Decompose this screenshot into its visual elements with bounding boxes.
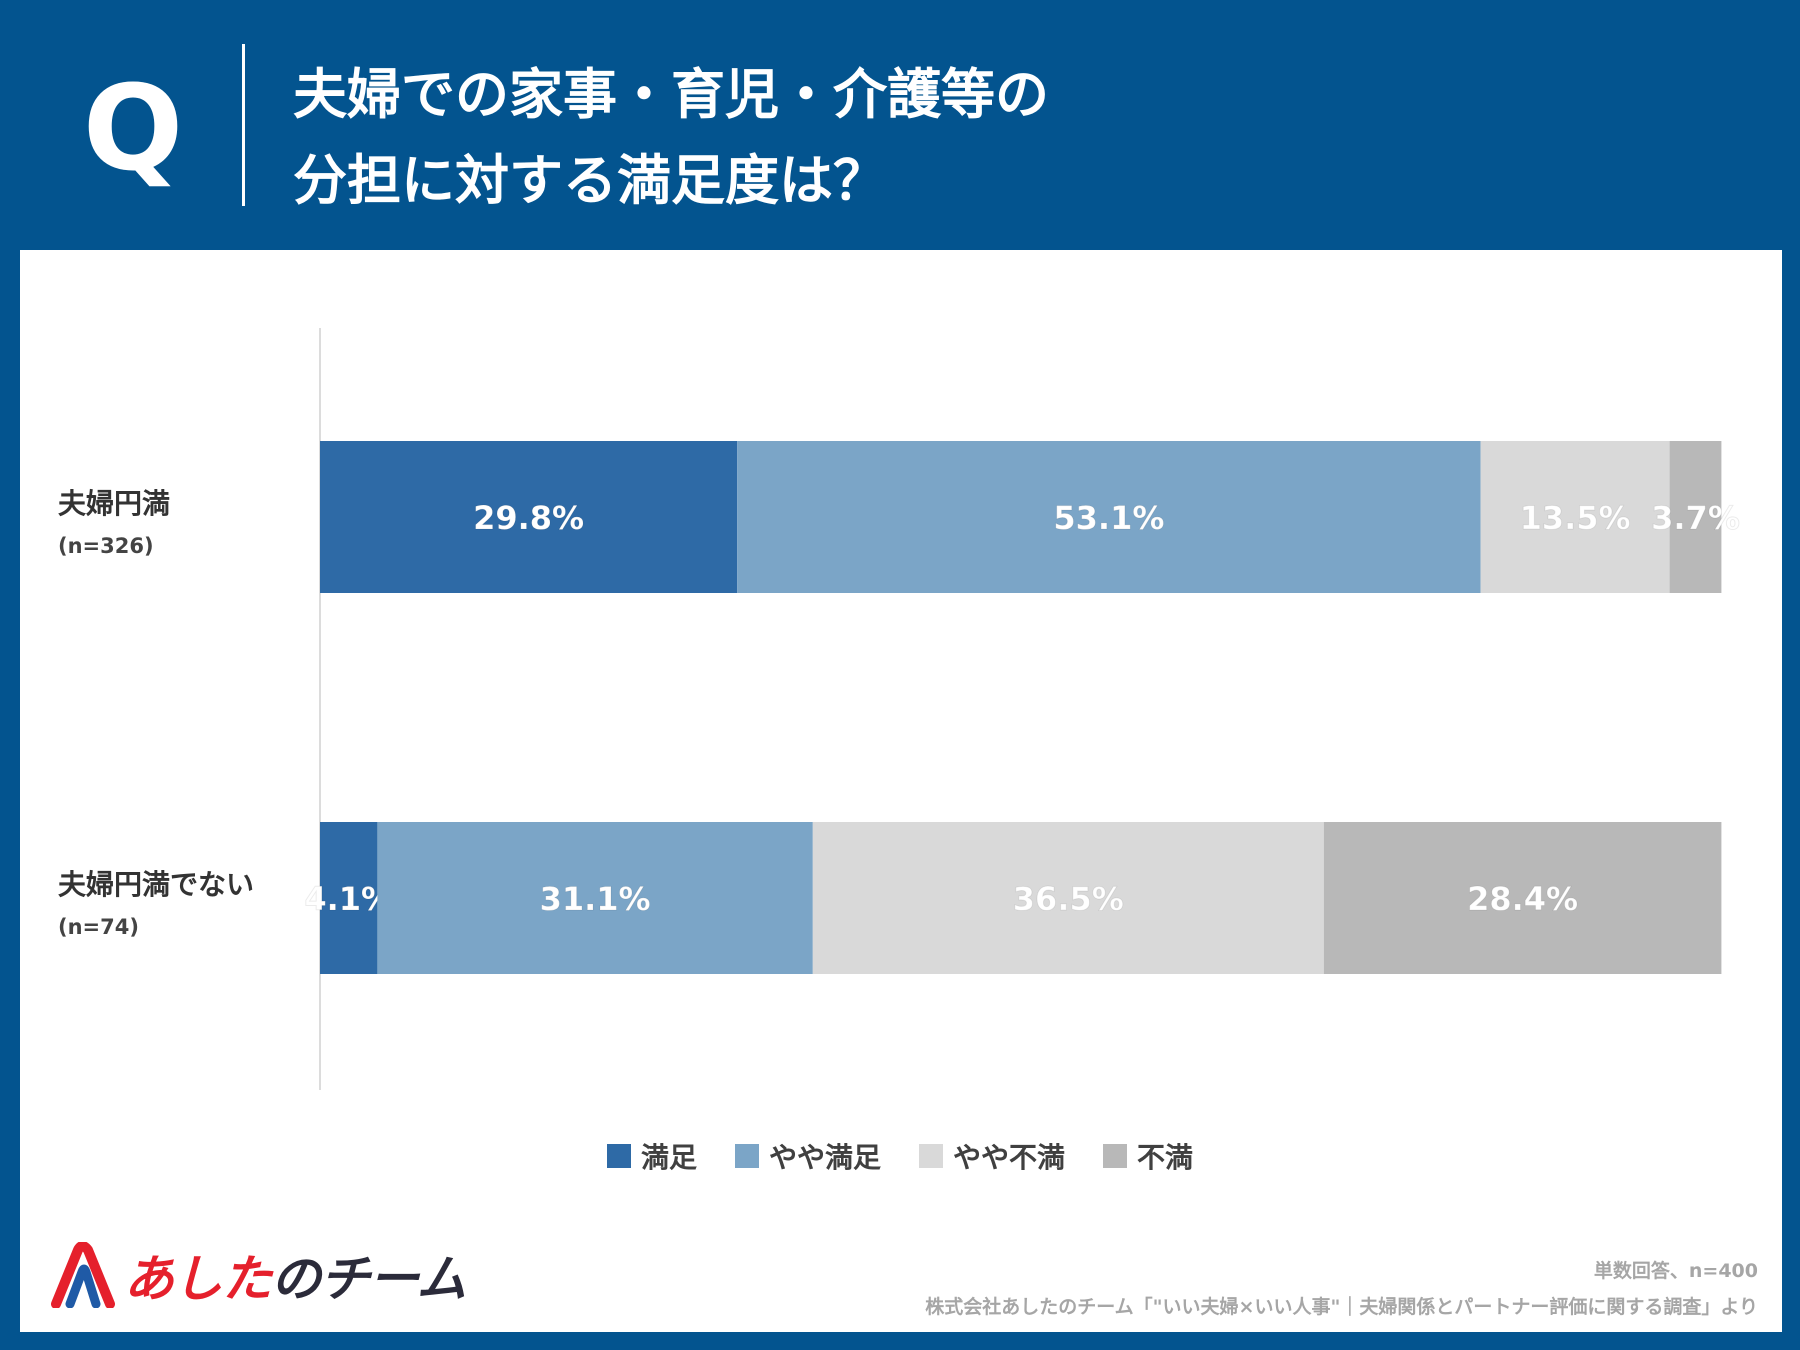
legend-swatch [606,1144,631,1168]
logo-text: あしたのチーム [124,1239,466,1311]
logo-mark-icon [51,1242,115,1308]
header-divider [242,44,245,206]
data-label: 31.1% [540,880,651,918]
legend-label: やや不満 [953,1141,1066,1174]
data-label: 3.7% [1651,499,1740,537]
legend-swatch [1103,1144,1128,1168]
legend-item: 不満 [1103,1136,1193,1176]
category-count: (n=326) [58,534,154,558]
legend-item: やや満足 [734,1136,881,1176]
legend-swatch [919,1144,943,1168]
page-title: 夫婦での家事・育児・介護等の 分担に対する満足度は？ [293,52,1493,224]
legend: 満足 やや満足 やや不満 不満 [0,1136,1800,1176]
legend-swatch [734,1144,759,1168]
bar-segment [1480,441,1670,593]
q-label: Q [82,59,184,197]
data-label: 36.5% [1013,880,1124,918]
bar-segment [812,822,1324,974]
source-citation: 株式会社あしたのチーム「"いい夫婦×いい人事"｜夫婦関係とパートナー評価に関する… [925,1296,1758,1318]
title-line-2: 分担に対する満足度は？ [293,149,887,212]
category-label: 夫婦円満 [58,487,170,520]
legend-item: やや不満 [919,1136,1065,1176]
company-logo: あしたのチーム [48,1240,468,1310]
bar-segment [377,822,813,974]
bar-segment [320,822,378,974]
legend-label: 不満 [1137,1141,1194,1174]
logo-text-rest: のチーム [271,1250,466,1308]
legend-item: 満足 [606,1136,697,1176]
logo-text-accent: あした [124,1250,272,1308]
data-label: 13.5% [1520,499,1631,537]
bar-segment [737,441,1481,593]
header: Q 夫婦での家事・育児・介護等の 分担に対する満足度は？ [0,0,1800,250]
sample-note: 単数回答、n=400 [1593,1260,1758,1282]
bar-segment [320,441,738,593]
legend-label: 満足 [640,1141,697,1174]
data-label: 29.8% [473,499,584,537]
data-label: 28.4% [1467,880,1578,918]
data-label: 53.1% [1053,499,1164,537]
bar-segment [1323,822,1722,974]
bar-segment [1669,441,1722,593]
category-count: (n=74) [58,915,139,939]
legend-label: やや満足 [768,1141,881,1174]
chart-panel [20,250,1782,1332]
category-label: 夫婦円満でない [58,868,254,901]
title-line-1: 夫婦での家事・育児・介護等の [293,63,1049,126]
